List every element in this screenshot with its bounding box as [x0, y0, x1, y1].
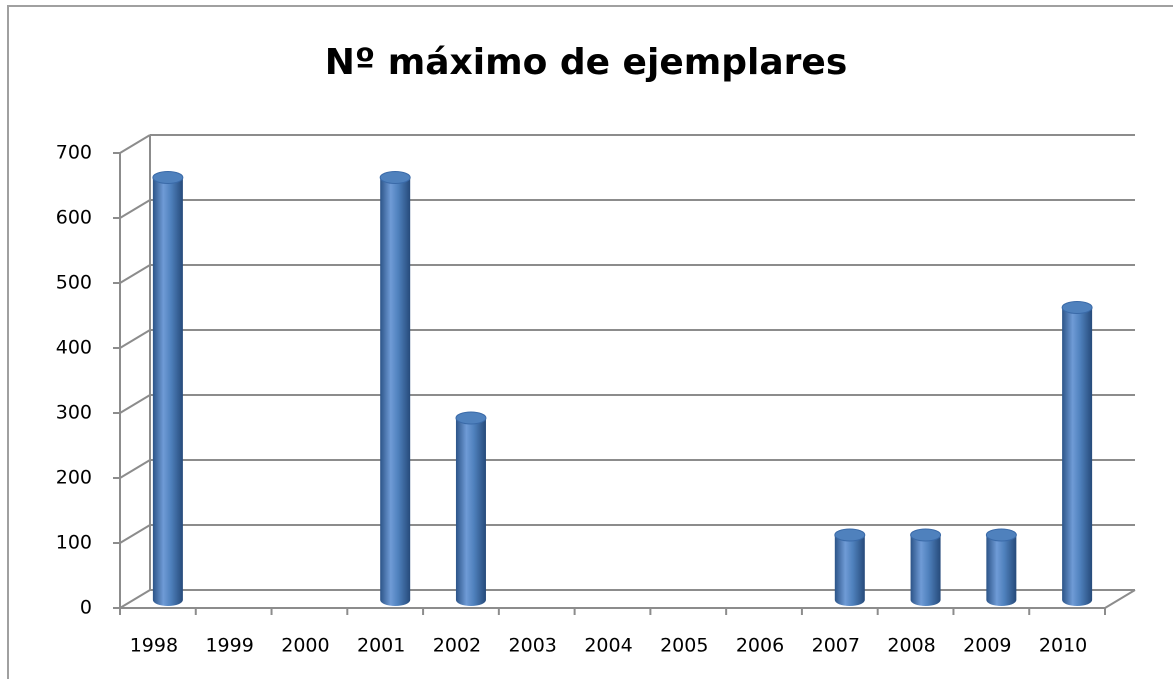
grid-line [119, 329, 151, 349]
bar-top [985, 528, 1017, 542]
x-tick-label: 2002 [433, 635, 481, 657]
grid-line [119, 134, 151, 154]
bar [455, 418, 486, 606]
grid-line [119, 199, 151, 219]
y-tick-label: 300 [56, 402, 92, 424]
bar-top [1061, 301, 1093, 314]
bar-top [152, 171, 184, 184]
x-tick-label: 2007 [812, 635, 860, 657]
y-tick-label: 400 [56, 337, 92, 359]
bar-top [834, 528, 866, 542]
x-tick-label: 2006 [736, 635, 784, 657]
grid-line [119, 264, 151, 284]
x-tick-label: 2004 [584, 635, 632, 657]
bar-top [455, 411, 487, 425]
x-tick-label: 2003 [509, 635, 557, 657]
y-tick-label: 100 [56, 532, 92, 554]
chart-title: Nº máximo de ejemplares [325, 42, 848, 83]
x-tick-label: 2008 [887, 635, 935, 657]
bar [834, 535, 865, 606]
bar [152, 177, 183, 606]
grid-line [119, 589, 151, 609]
y-tick-label: 200 [56, 467, 92, 489]
x-tick-label: 1999 [205, 635, 253, 657]
y-tick-label: 500 [56, 272, 92, 294]
floor-edge [1104, 589, 1136, 609]
bar-top [910, 528, 942, 542]
y-tick-label: 0 [80, 597, 92, 619]
grid-line [119, 459, 151, 479]
x-tick-label: 2000 [281, 635, 329, 657]
bar [910, 535, 941, 606]
grid-line [119, 524, 151, 544]
y-tick-label: 600 [56, 207, 92, 229]
x-tick-label: 2010 [1039, 635, 1087, 657]
bar [986, 535, 1017, 606]
x-tick-label: 2001 [357, 635, 405, 657]
bar-top [379, 171, 411, 184]
x-tick-label: 2009 [963, 635, 1011, 657]
y-tick-label: 700 [56, 142, 92, 164]
bar [380, 177, 411, 606]
bar [1062, 307, 1093, 606]
chart-frame [7, 5, 1173, 679]
x-tick-label: 2005 [660, 635, 708, 657]
grid-line [119, 394, 151, 414]
x-tick-label: 1998 [130, 635, 178, 657]
